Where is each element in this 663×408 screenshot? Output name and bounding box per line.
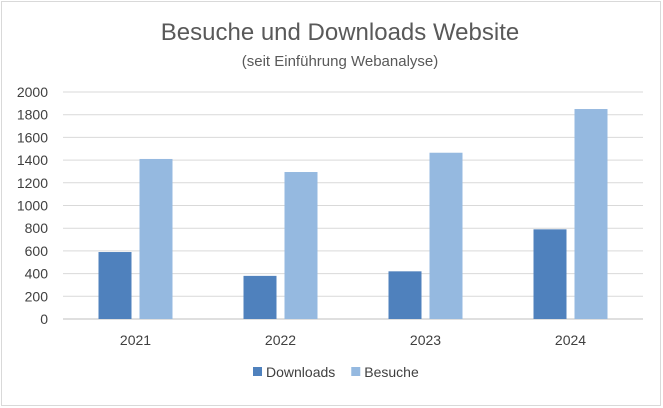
bar-downloads-2023 <box>388 271 422 319</box>
y-tick-label: 2000 <box>17 84 48 100</box>
chart-subtitle: (seit Einführung Webanalyse) <box>242 53 439 70</box>
y-tick-label: 1200 <box>17 175 48 191</box>
chart-title: Besuche und Downloads Website <box>161 19 519 46</box>
bar-downloads-2021 <box>98 252 132 319</box>
legend-label-downloads: Downloads <box>266 364 335 380</box>
x-tick-label: 2022 <box>265 332 296 348</box>
bar-downloads-2022 <box>243 275 277 319</box>
y-tick-label: 1000 <box>17 198 48 214</box>
legend-swatch-downloads <box>253 367 262 376</box>
y-tick-label: 0 <box>40 311 48 327</box>
legend: Downloads Besuche <box>253 364 419 380</box>
y-tick-label: 200 <box>25 288 49 304</box>
x-tick-label: 2023 <box>410 332 441 348</box>
y-tick-label: 400 <box>25 266 49 282</box>
x-axis-ticks: 2021 2022 2023 2024 <box>120 332 586 348</box>
y-tick-label: 800 <box>25 220 49 236</box>
y-tick-label: 1800 <box>17 107 48 123</box>
bars <box>98 109 608 320</box>
y-tick-label: 1600 <box>17 129 48 145</box>
bar-besuche-2024 <box>574 109 608 320</box>
legend-label-besuche: Besuche <box>364 364 419 380</box>
bar-besuche-2023 <box>429 152 463 319</box>
bar-besuche-2021 <box>139 158 173 319</box>
legend-swatch-besuche <box>351 367 361 376</box>
bar-downloads-2024 <box>533 229 567 319</box>
bar-besuche-2022 <box>284 172 318 319</box>
y-axis-ticks: 0 200 400 600 800 1000 1200 1400 1600 1800 2000 <box>17 84 48 327</box>
x-tick-label: 2024 <box>555 332 586 348</box>
y-tick-label: 600 <box>25 243 49 259</box>
y-tick-label: 1400 <box>17 152 48 168</box>
x-tick-label: 2021 <box>120 332 151 348</box>
